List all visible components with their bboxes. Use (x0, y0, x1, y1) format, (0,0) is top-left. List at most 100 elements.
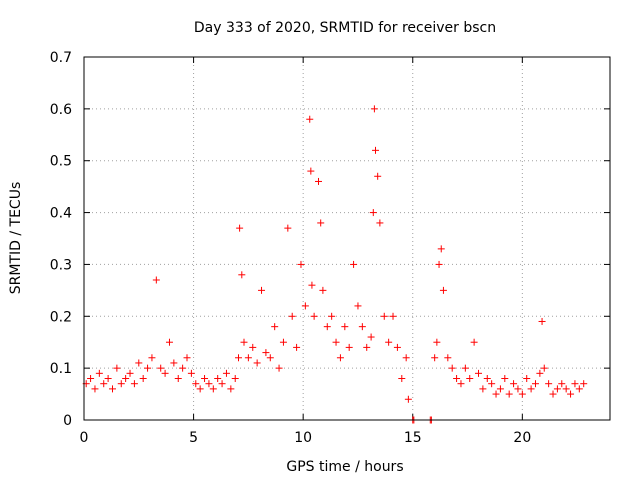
data-point (488, 380, 496, 388)
data-point (205, 380, 213, 388)
data-point (152, 276, 160, 284)
y-tick-label: 0.2 (50, 309, 72, 325)
data-point (165, 338, 173, 346)
data-point (402, 354, 410, 362)
data-point (95, 369, 103, 377)
grid-lines (84, 57, 610, 420)
data-point (148, 354, 156, 362)
data-point (306, 115, 314, 123)
data-point (235, 354, 243, 362)
y-tick-label: 0.6 (50, 102, 72, 118)
data-point (404, 395, 412, 403)
data-point (341, 323, 349, 331)
data-point (301, 302, 309, 310)
data-point (262, 349, 270, 357)
data-point (531, 380, 539, 388)
x-tick-label: 10 (294, 430, 312, 446)
data-point (470, 338, 478, 346)
data-point (308, 281, 316, 289)
data-point (350, 260, 358, 268)
data-point (323, 323, 331, 331)
data-point (363, 343, 371, 351)
data-point (479, 385, 487, 393)
data-point (214, 375, 222, 383)
data-point (222, 369, 230, 377)
y-tick-label: 0.3 (50, 257, 72, 273)
data-point (310, 312, 318, 320)
data-point (249, 343, 257, 351)
data-point (227, 385, 235, 393)
data-point (179, 364, 187, 372)
data-point (453, 375, 461, 383)
data-point (567, 390, 575, 398)
data-point (514, 385, 522, 393)
data-point (501, 375, 509, 383)
data-point (444, 354, 452, 362)
data-point (369, 209, 377, 217)
x-tick-labels: 0 5 10 15 20 (80, 430, 532, 446)
data-point (439, 286, 447, 294)
data-point (196, 385, 204, 393)
data-point (258, 286, 266, 294)
y-tick-label: 0.5 (50, 154, 72, 170)
data-point (380, 312, 388, 320)
x-tick-label: 15 (404, 430, 422, 446)
data-point (336, 354, 344, 362)
data-point (319, 286, 327, 294)
data-point (135, 359, 143, 367)
data-point (385, 338, 393, 346)
data-point (527, 385, 535, 393)
data-point (345, 343, 353, 351)
x-axis-label: GPS time / hours (286, 459, 403, 475)
data-point (370, 105, 378, 113)
data-point (393, 343, 401, 351)
data-point (492, 390, 500, 398)
y-tick-label: 0.4 (50, 206, 72, 222)
x-tick-label: 5 (189, 430, 198, 446)
data-point (317, 219, 325, 227)
data-point (192, 380, 200, 388)
plot-frame (83, 56, 611, 421)
data-point (475, 369, 482, 377)
data-point (183, 354, 191, 362)
data-point (130, 380, 138, 388)
data-point (510, 380, 518, 388)
data-point (558, 380, 566, 388)
data-point (571, 380, 579, 388)
data-point (545, 380, 553, 388)
y-tick-label: 0.7 (50, 50, 72, 66)
data-point (117, 380, 125, 388)
data-point (540, 364, 548, 372)
y-tick-label: 0.1 (50, 361, 72, 377)
x-tick-label: 20 (513, 430, 531, 446)
data-point (562, 385, 570, 393)
data-point (244, 354, 252, 362)
data-point (139, 375, 147, 383)
data-point (466, 375, 474, 383)
data-point (91, 385, 99, 393)
data-point (332, 338, 340, 346)
data-point (201, 375, 209, 383)
data-point (448, 364, 456, 372)
data-point (389, 312, 397, 320)
data-point (238, 271, 246, 279)
data-point (496, 385, 504, 393)
data-point (328, 312, 336, 320)
data-point (170, 359, 178, 367)
data-point (174, 375, 182, 383)
data-point (457, 380, 465, 388)
y-axis-label: SRMTID / TECUs (8, 182, 24, 295)
data-point (398, 375, 406, 383)
data-point (122, 375, 130, 383)
data-points (82, 105, 588, 424)
data-point (523, 375, 531, 383)
data-point (371, 146, 379, 154)
data-point (100, 380, 108, 388)
data-point (288, 312, 296, 320)
y-tick-labels: 0 0.1 0.2 0.3 0.4 0.5 0.6 0.7 (50, 50, 72, 429)
data-point (279, 338, 287, 346)
data-point (518, 390, 526, 398)
data-point (209, 385, 217, 393)
data-point (266, 354, 274, 362)
